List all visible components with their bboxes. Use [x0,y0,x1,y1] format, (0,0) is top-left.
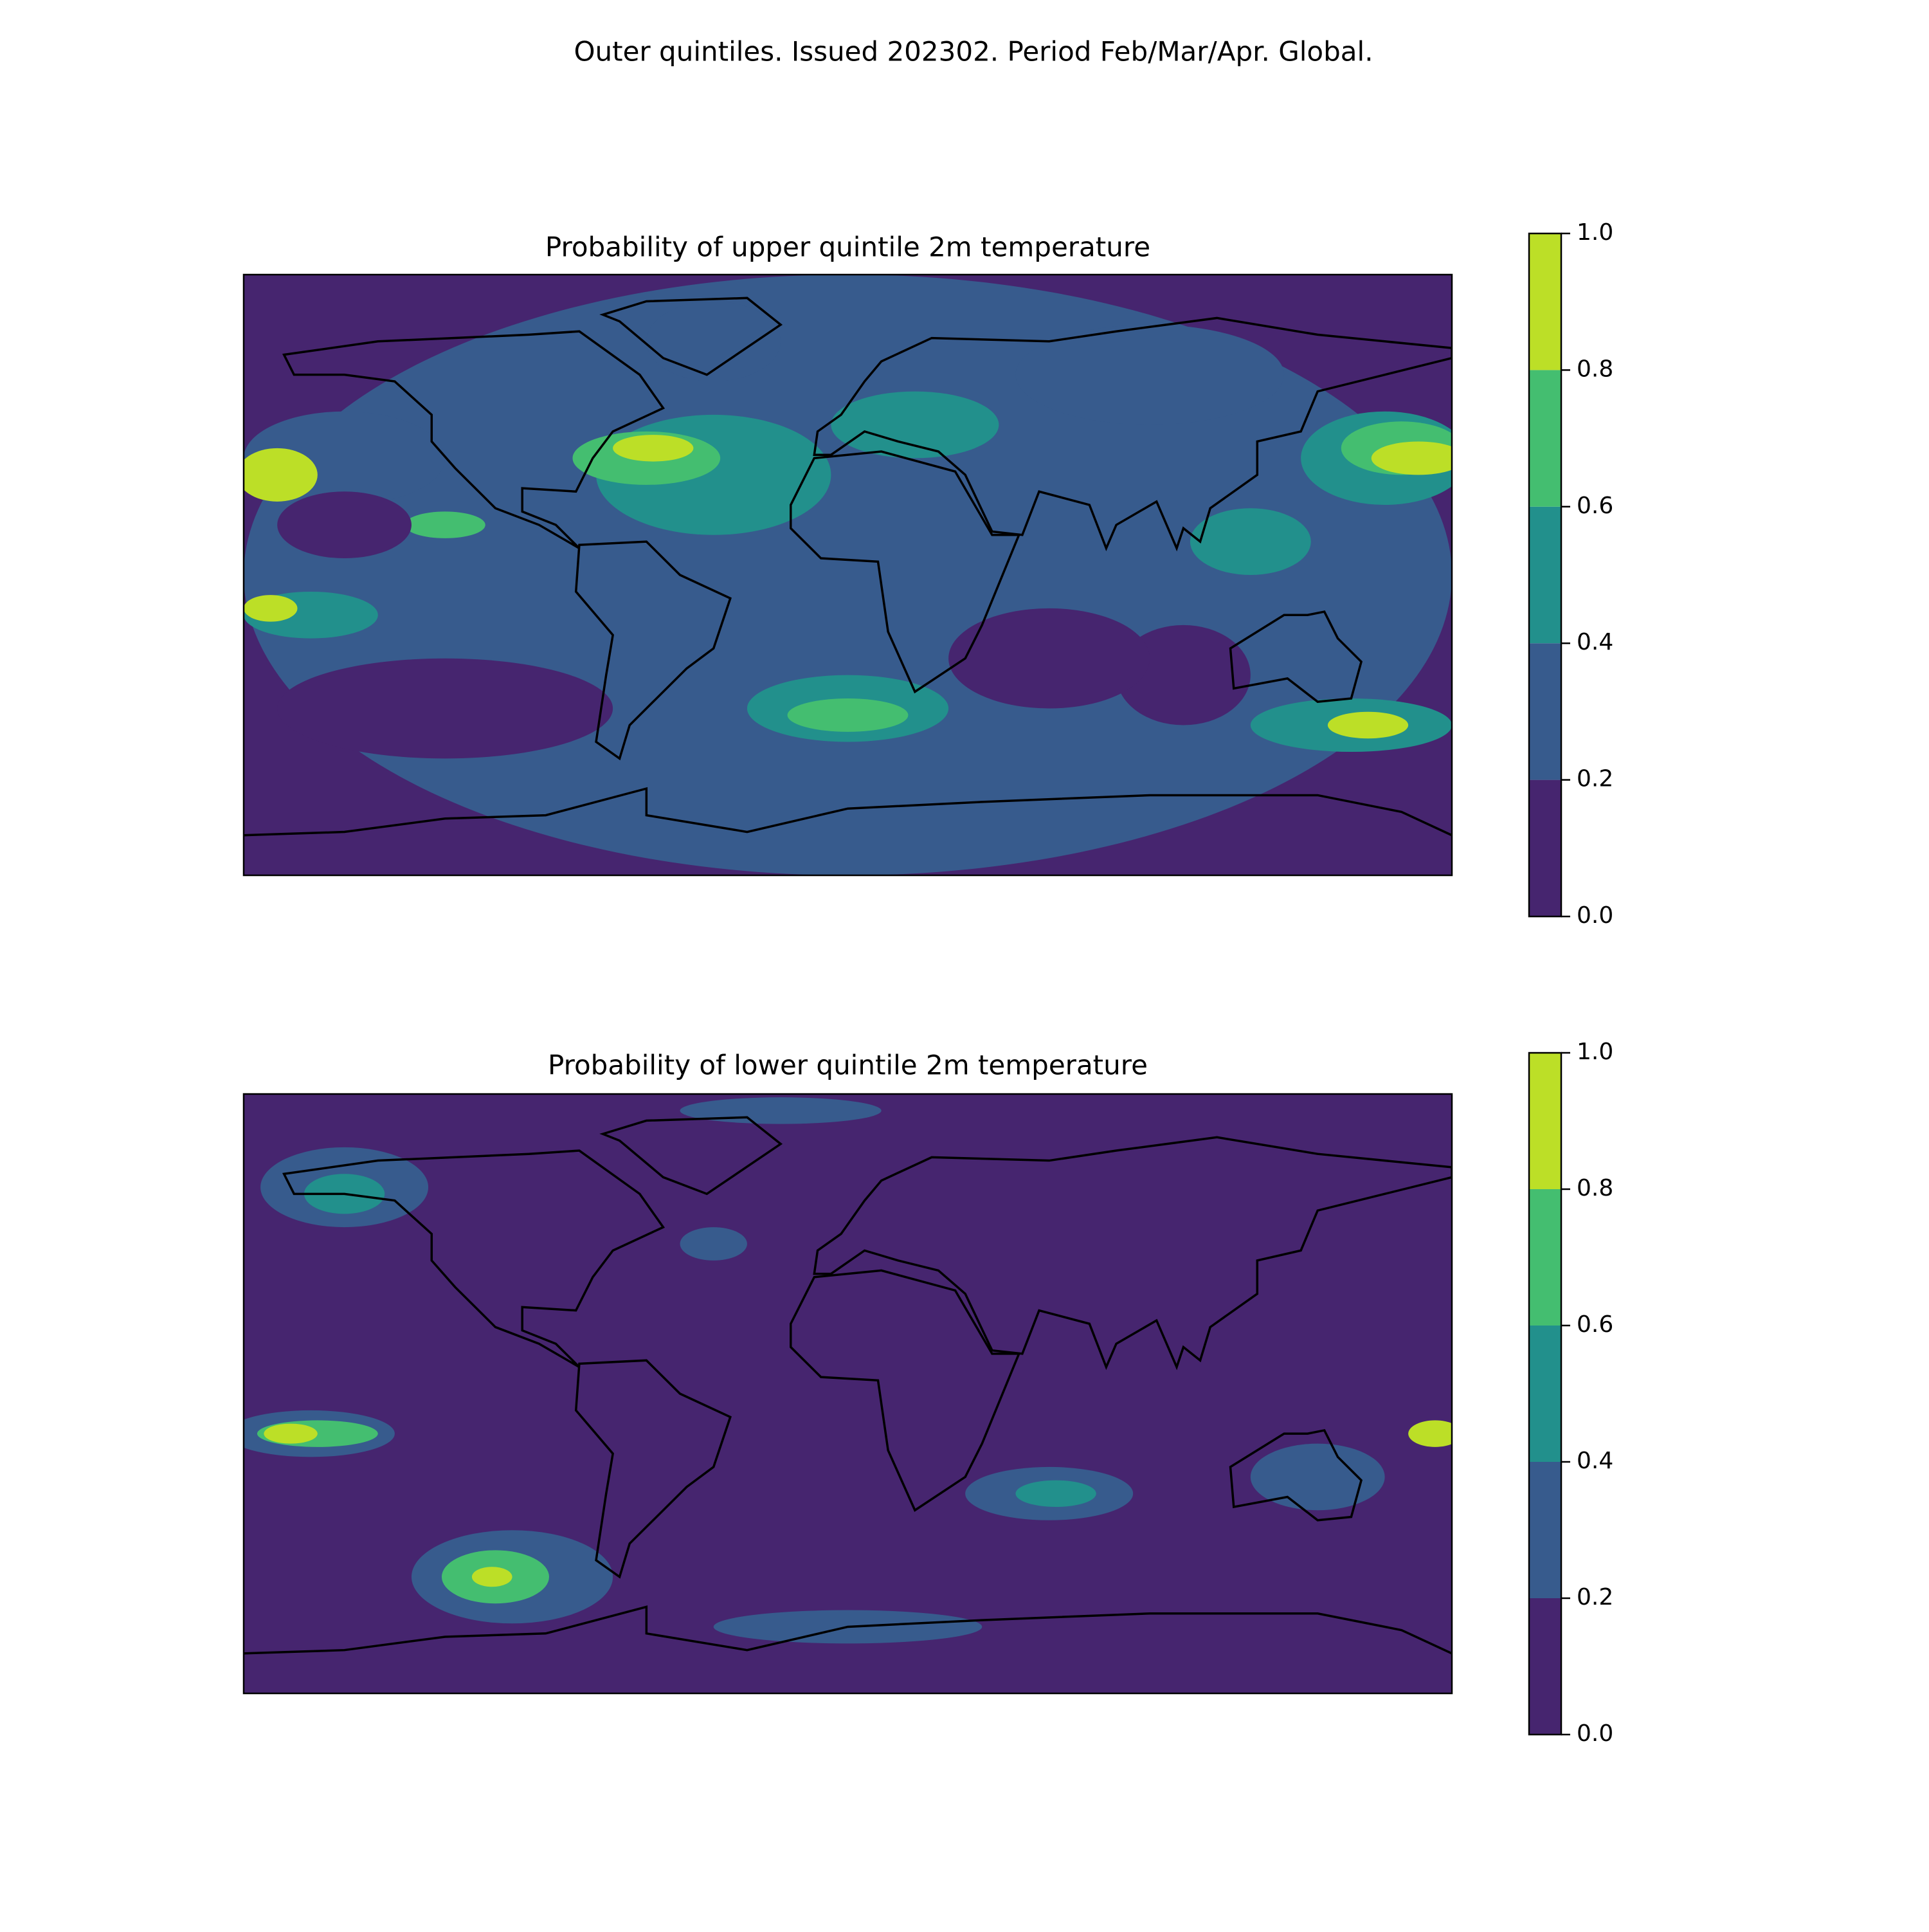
coastline [244,1605,1452,1655]
coastline [282,330,666,550]
colorbar-tick-label: 0.0 [1577,902,1613,929]
probability-region [1015,324,1285,425]
colorbar-tick-label: 1.0 [1577,219,1613,246]
map-frame [242,273,1453,877]
coastline [282,1149,666,1369]
colorbar-segment [1529,1189,1561,1326]
probability-region [613,435,694,462]
map [244,1094,1452,1693]
map [244,275,1452,875]
probability-region [948,608,1150,709]
colorbar-tick-label: 0.0 [1577,1720,1613,1747]
colorbar-tick-label: 0.6 [1577,493,1613,519]
colorbar-segment [1529,233,1561,370]
probability-region [277,658,613,759]
colorbar-segment [1529,643,1561,780]
probability-region [277,491,412,559]
colorbar-segment [1529,1053,1561,1189]
probability-region [1327,711,1409,739]
colorbar-tick-label: 0.2 [1577,766,1613,792]
probability-region [1015,1480,1096,1508]
coastline [574,1359,732,1579]
colorbar-tick-label: 0.6 [1577,1311,1613,1338]
coastline [790,450,1021,694]
colorbar-frame [1528,232,1562,918]
probability-region [1371,441,1452,475]
probability-region [680,1097,882,1124]
colorbar-frame [1528,1052,1562,1736]
coastline [244,787,1452,837]
probability-region [1190,508,1311,575]
probability-region [244,595,298,622]
coastline [599,1116,783,1196]
colorbar-tick-label: 0.2 [1577,1584,1613,1610]
coastline [790,1269,1021,1512]
colorbar-segment [1529,1462,1561,1598]
probability-region [1116,624,1251,725]
colorbar-tick-label: 0.8 [1577,356,1613,382]
colorbar-segment [1529,1598,1561,1735]
coastline [1229,1428,1363,1522]
coastline [813,1136,1452,1371]
probability-region [1250,1443,1385,1511]
map-frame [242,1093,1453,1695]
colorbar-tick-label: 0.8 [1577,1175,1613,1201]
panel-title: Probability of lower quintile 2m tempera… [548,1050,1148,1081]
probability-region [471,1567,512,1587]
probability-region [244,448,318,502]
colorbar-tick-label: 1.0 [1577,1039,1613,1065]
probability-region [831,391,999,459]
colorbar-tick-label: 0.4 [1577,1448,1613,1474]
coastline [813,316,1452,552]
colorbar-segment [1529,1326,1561,1462]
probability-region [1408,1420,1452,1447]
coastline [1229,610,1363,703]
probability-region [680,1227,747,1261]
colorbar-segment [1529,370,1561,507]
probability-region [787,698,909,732]
panel-title: Probability of upper quintile 2m tempera… [545,232,1150,263]
probability-region [404,511,485,538]
colorbar-segment [1529,506,1561,644]
figure-title: Outer quintiles. Issued 202302. Period F… [574,36,1373,68]
colorbar-segment [1529,779,1561,916]
probability-region [646,301,781,382]
coastline [574,540,732,761]
colorbar-tick-label: 0.4 [1577,629,1613,655]
probability-region [264,1423,318,1444]
coastline [599,296,783,376]
